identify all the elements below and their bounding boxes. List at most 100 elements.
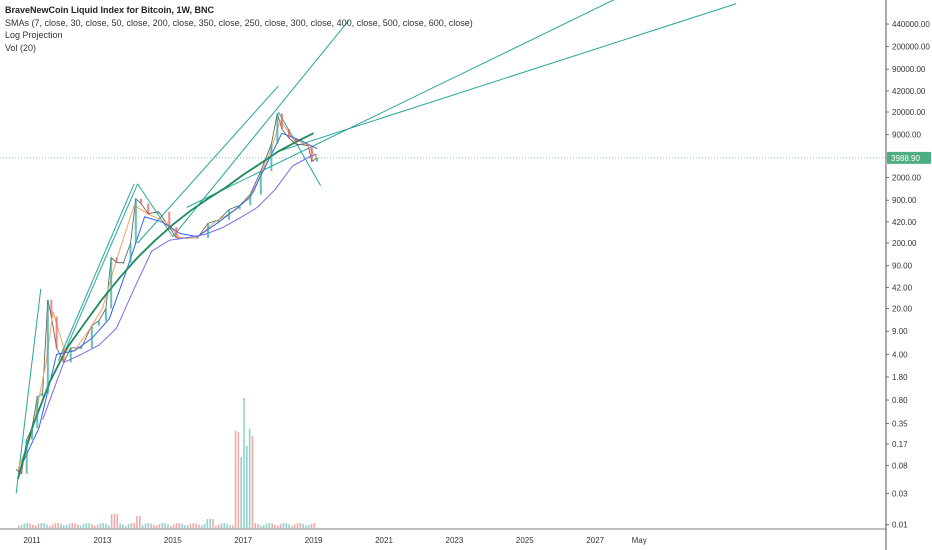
volume-bar [231, 525, 234, 528]
volume-bar [108, 525, 110, 528]
volume-bar [20, 524, 23, 528]
trendline-9[interactable] [278, 3, 737, 152]
trendline-4[interactable] [137, 85, 279, 244]
y-tick-label: 9000.00 [892, 131, 921, 140]
trendline-5[interactable] [137, 183, 174, 237]
volume-bar [139, 516, 141, 528]
volume-bar [144, 523, 147, 528]
price-candle [302, 144, 305, 146]
price-candle [134, 198, 137, 244]
volume-bar [186, 524, 189, 528]
volume-bar [184, 525, 186, 528]
price-candle [122, 262, 125, 264]
volume-bar [127, 524, 130, 528]
series-sma-fast[interactable] [17, 119, 318, 470]
volume-bar [40, 523, 43, 528]
volume-bar [65, 524, 68, 528]
volume-bar [116, 514, 119, 528]
series-projection[interactable] [17, 132, 314, 480]
price-candle [50, 299, 53, 317]
volume-bar [246, 445, 248, 528]
y-tick-label: 20.00 [892, 305, 913, 314]
volume-bar [215, 525, 217, 528]
y-tick-label: 200.00 [892, 239, 917, 248]
chart-legend: BraveNewCoin Liquid Index for Bitcoin, 1… [5, 4, 473, 54]
volume-bar [23, 523, 26, 528]
y-tick-label: 0.80 [892, 396, 908, 405]
x-tick-label: 2011 [23, 536, 41, 545]
volume-bar [310, 523, 313, 528]
volume-bar [62, 525, 65, 528]
price-candle [36, 396, 39, 428]
volume-bar [68, 523, 71, 528]
price-candle [46, 299, 49, 394]
trendline-3[interactable] [61, 183, 139, 359]
volume-bar [181, 523, 183, 528]
volume-bar [248, 428, 251, 528]
current-price-tag[interactable] [887, 151, 931, 164]
price-candle [147, 203, 150, 214]
current-price-label: 3988.90 [891, 154, 920, 163]
price-candle [175, 227, 178, 238]
x-tick-label: 2019 [305, 536, 323, 545]
price-candle [97, 320, 100, 326]
volume-bar [91, 524, 93, 528]
price-candle [20, 469, 23, 474]
volume-bar [282, 523, 285, 528]
volume-bar [226, 523, 228, 528]
y-tick-label: 20000.00 [892, 108, 926, 117]
y-tick-label: 9.00 [892, 327, 908, 336]
price-candle [196, 237, 199, 239]
price-candle [249, 194, 252, 206]
trendline-8[interactable] [186, 0, 666, 208]
volume-bar [260, 525, 262, 528]
volume-bar [307, 525, 310, 528]
volume-bar [136, 516, 138, 528]
volume-bar [158, 523, 161, 528]
y-tick-label: 420.00 [892, 218, 917, 227]
volume-bar [288, 524, 290, 528]
volume-bar [102, 523, 104, 528]
volume-bar [251, 436, 254, 528]
price-candle [115, 257, 118, 263]
volume-bar [198, 524, 200, 528]
volume-bar [243, 398, 245, 528]
volume-bar [119, 523, 121, 528]
volume-bar [88, 523, 90, 528]
indicator-volume[interactable]: Vol (20) [5, 42, 37, 53]
indicator-smas[interactable]: SMAs (7, close, 30, close, 50, close, 20… [5, 17, 473, 28]
volume-bar [237, 431, 240, 528]
volume-bar [217, 524, 220, 528]
volume-bar [155, 525, 158, 528]
volume-bar [153, 524, 155, 528]
series-sma-slow[interactable] [42, 153, 318, 420]
price-candle [185, 237, 188, 239]
series-sma-mid[interactable] [20, 132, 318, 466]
trendline-6[interactable] [172, 20, 350, 237]
y-tick-label: 42000.00 [892, 87, 926, 96]
indicator-log-projection[interactable]: Log Projection [5, 30, 63, 40]
volume-bar [192, 523, 195, 528]
x-tick-label: 2023 [446, 536, 464, 545]
volume-bar [82, 524, 85, 528]
y-tick-label: 90.00 [892, 262, 913, 271]
volume-bar [212, 519, 214, 528]
trendline-7[interactable] [277, 111, 322, 186]
volume-bar [167, 524, 169, 528]
volume-bar [234, 430, 237, 528]
volume-bar [77, 524, 79, 528]
chart-title: BraveNewCoin Liquid Index for Bitcoin, 1… [5, 5, 215, 15]
price-candle [287, 129, 290, 139]
trendline-2[interactable] [57, 183, 135, 361]
price-candle [104, 308, 107, 321]
volume-bar [141, 524, 144, 528]
price-candle [168, 211, 171, 228]
price-candle [295, 138, 297, 145]
volume-bar [195, 523, 197, 528]
trendline-1[interactable] [15, 288, 42, 494]
volume-bar [206, 519, 209, 528]
volume-bar [105, 523, 107, 528]
volume-bar [85, 523, 88, 528]
volume-bar [79, 525, 82, 528]
